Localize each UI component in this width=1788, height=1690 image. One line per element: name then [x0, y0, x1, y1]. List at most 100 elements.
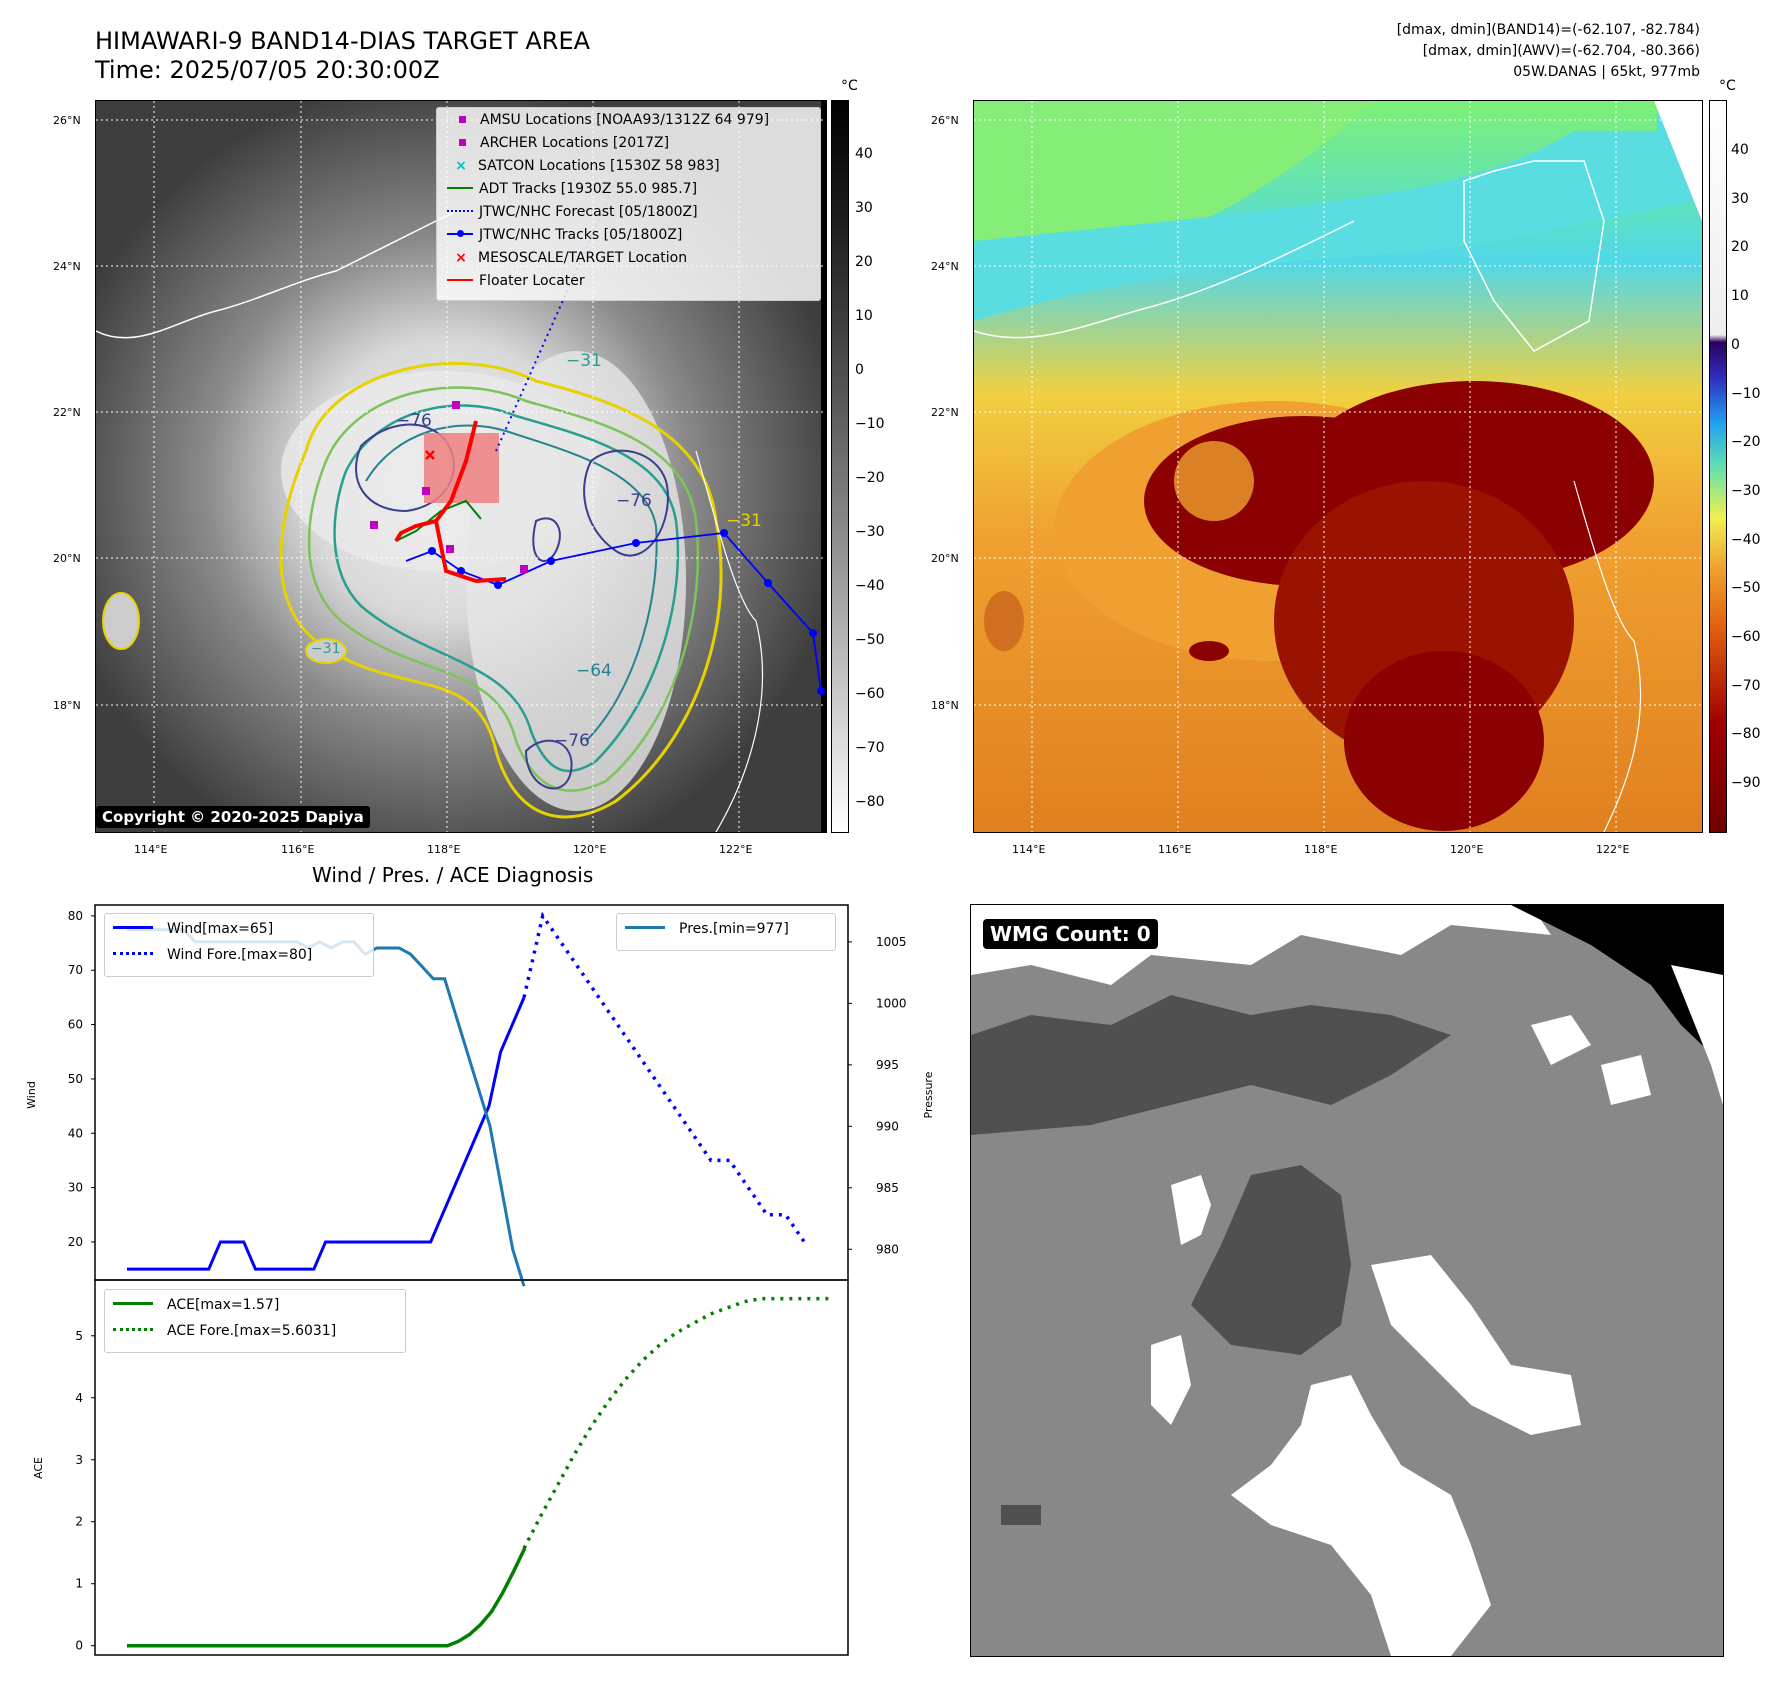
colorbar-tick-label: 20: [1731, 239, 1749, 256]
awv-info-line3: 05W.DANAS | 65kt, 977mb: [1513, 64, 1700, 80]
legend-label: Wind[max=65]: [167, 921, 274, 937]
y-tick-label: 30: [68, 1181, 83, 1195]
wmg-count-badge: WMG Count: 0: [983, 919, 1158, 949]
legend-item-ace: ACE[max=1.57]: [113, 1297, 279, 1313]
contour-label: −31: [726, 511, 762, 531]
colorbar-tick-label: 30: [855, 200, 873, 216]
colorbar-tick-label: −30: [1731, 482, 1761, 499]
copyright-badge: Copyright © 2020-2025 Dapiya: [96, 806, 370, 828]
lat-label: 18°N: [931, 699, 959, 712]
lat-label: 22°N: [931, 406, 959, 419]
pressure-axis-label: Pressure: [922, 1071, 935, 1118]
wind-axis-label: Wind: [25, 1081, 38, 1109]
y-tick-label: 5: [75, 1329, 83, 1343]
lat-label: 26°N: [53, 114, 81, 127]
ace-series-line: [127, 1547, 527, 1648]
y-tick-label: 60: [68, 1018, 83, 1032]
pressure-legend: Pres.[min=977]: [616, 913, 836, 951]
contour-label: −31: [311, 641, 341, 657]
colorbar-tick-label: −50: [1731, 580, 1761, 597]
lon-label: 120°E: [1450, 843, 1484, 856]
contour-label: −76: [554, 731, 590, 751]
colorbar-tick-label: 0: [855, 362, 864, 378]
wind-forecast-series-line: [522, 911, 806, 1243]
legend-label: Pres.[min=977]: [679, 921, 789, 937]
lat-label: 24°N: [53, 260, 81, 273]
colorbar-tick-label: −10: [1731, 385, 1761, 402]
y-tick-label: 70: [68, 963, 83, 977]
contour-label: −76: [616, 491, 652, 511]
colorbar-tick-label: −20: [1731, 434, 1761, 451]
legend-label: ADT Tracks [1930Z 55.0 985.7]: [479, 181, 698, 197]
lat-label: 18°N: [53, 699, 81, 712]
colorbar-tick-label: 0: [1731, 336, 1740, 353]
colorbar-tick-label: −50: [855, 632, 885, 648]
colorbar-tick-label: 30: [1731, 190, 1749, 207]
grayscale-colorbar: [831, 100, 849, 833]
colorbar-tick-label: −60: [855, 686, 885, 702]
colorbar-tick-label: −70: [1731, 677, 1761, 694]
colorbar-unit: °C: [841, 78, 858, 94]
ace-forecast-series-line: [522, 1296, 829, 1550]
colorbar-tick-label: 10: [1731, 288, 1749, 305]
contour-label: −31: [566, 351, 602, 371]
diagnosis-title: Wind / Pres. / ACE Diagnosis: [312, 863, 594, 887]
colorbar-tick-label: −20: [855, 470, 885, 486]
lat-label: 24°N: [931, 260, 959, 273]
map-legend: AMSU Locations [NOAA93/1312Z 64 979] ARC…: [436, 107, 821, 301]
ace-legend: ACE[max=1.57] ACE Fore.[max=5.6031]: [104, 1289, 406, 1353]
y-right-tick-label: 980: [876, 1242, 899, 1256]
awv-info-line2: [dmax, dmin](AWV)=(-62.704, -80.366): [1422, 43, 1700, 59]
y-tick-label: 1: [75, 1577, 83, 1591]
y-tick-label: 4: [75, 1391, 83, 1405]
lon-label: 118°E: [427, 843, 461, 856]
awv-map-drawing: [974, 101, 1702, 832]
colorbar-tick-label: 40: [1731, 142, 1749, 158]
legend-item-amsu: AMSU Locations [NOAA93/1312Z 64 979]: [445, 112, 769, 128]
legend-item-tracks: JTWC/NHC Tracks [05/1800Z]: [445, 227, 682, 243]
colorbar-tick-label: −90: [1731, 775, 1761, 792]
legend-label: Floater Locater: [479, 273, 585, 289]
legend-label: MESOSCALE/TARGET Location: [478, 250, 688, 266]
lat-label: 20°N: [931, 552, 959, 565]
legend-item-forecast: JTWC/NHC Forecast [05/1800Z]: [445, 204, 698, 220]
y-tick-label: 0: [75, 1639, 83, 1653]
map-title-line1: HIMAWARI-9 BAND14-DIAS TARGET AREA: [95, 27, 591, 55]
legend-item-target: × MESOSCALE/TARGET Location: [455, 250, 688, 266]
colorbar-tick-label: 40: [855, 146, 873, 162]
lon-label: 118°E: [1304, 843, 1338, 856]
lon-label: 116°E: [1158, 843, 1192, 856]
y-tick-label: 2: [75, 1515, 83, 1529]
awv-info-line1: [dmax, dmin](BAND14)=(-62.107, -82.784): [1396, 22, 1700, 38]
legend-item-adt: ADT Tracks [1930Z 55.0 985.7]: [445, 181, 697, 197]
colorbar-tick-label: 20: [855, 254, 873, 270]
legend-item-ace-forecast: ACE Fore.[max=5.6031]: [113, 1323, 336, 1339]
colorbar-tick-label: −10: [855, 416, 885, 432]
y-tick-label: 3: [75, 1453, 83, 1467]
lat-label: 26°N: [931, 114, 959, 127]
y-tick-label: 80: [68, 909, 83, 923]
y-right-tick-label: 995: [876, 1058, 899, 1072]
legend-item-wind-forecast: Wind Fore.[max=80]: [113, 947, 312, 963]
legend-item-floater: Floater Locater: [445, 273, 585, 289]
y-right-tick-label: 990: [876, 1119, 899, 1133]
lon-label: 114°E: [134, 843, 168, 856]
lat-label: 22°N: [53, 406, 81, 419]
colorbar-tick-label: −30: [855, 524, 885, 540]
colorbar-tick-label: −70: [855, 740, 885, 756]
contour-label: −76: [396, 411, 432, 431]
legend-label: JTWC/NHC Forecast [05/1800Z]: [479, 204, 698, 220]
legend-label: ACE Fore.[max=5.6031]: [167, 1323, 337, 1339]
lat-label: 20°N: [53, 552, 81, 565]
y-right-tick-label: 985: [876, 1181, 899, 1195]
wmg-image: WMG Count: 0: [970, 904, 1724, 1657]
y-right-tick-label: 1000: [876, 996, 907, 1010]
pressure-series-line: [127, 928, 526, 1287]
legend-item-wind: Wind[max=65]: [113, 921, 273, 937]
lon-label: 120°E: [573, 843, 607, 856]
band14-map-image: −76 −31 −76 −64 −31 −31 −76 AMSU Locatio…: [95, 100, 827, 833]
lon-label: 122°E: [1596, 843, 1630, 856]
awv-colorbar: [1709, 100, 1727, 833]
colorbar-unit: °C: [1719, 78, 1736, 94]
map-title-line2: Time: 2025/07/05 20:30:00Z: [95, 56, 440, 84]
